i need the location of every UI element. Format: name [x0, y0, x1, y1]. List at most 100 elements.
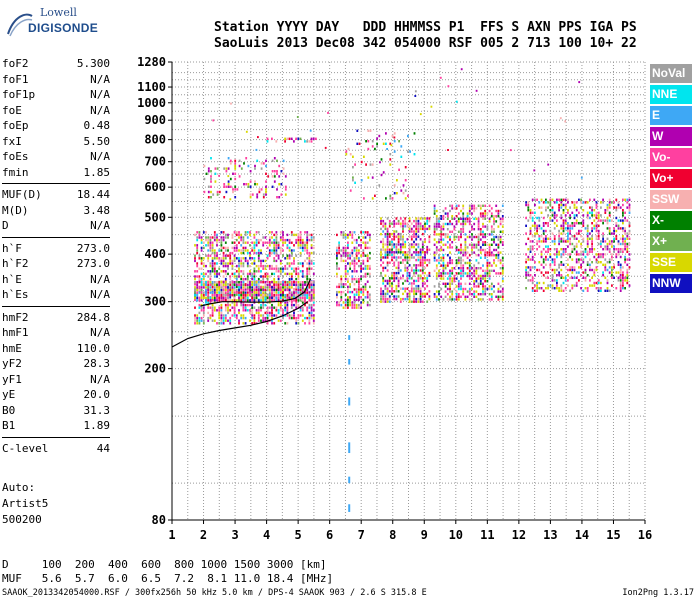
echo-point: [235, 233, 238, 237]
echo-point: [462, 248, 465, 252]
echo-point: [275, 267, 278, 270]
echo-point: [209, 281, 212, 284]
echo-point: [364, 236, 367, 239]
echo-point: [602, 219, 604, 222]
echo-point: [260, 238, 262, 242]
echo-point: [231, 291, 234, 294]
echo-point: [238, 294, 240, 297]
echo-point: [400, 189, 403, 192]
echo-point: [556, 287, 558, 290]
echo-point: [277, 244, 280, 247]
param-value: N/A: [90, 88, 110, 101]
echo-point: [619, 242, 622, 246]
x-tick-label: 1: [168, 528, 175, 542]
echo-point: [385, 132, 387, 135]
echo-point: [209, 288, 212, 292]
echo-point: [194, 244, 196, 247]
echo-point: [626, 276, 629, 279]
echo-point: [249, 288, 251, 292]
echo-point: [264, 267, 267, 270]
echo-point: [220, 259, 223, 263]
echo-point: [211, 299, 214, 302]
echo-point: [408, 217, 411, 220]
echo-point: [424, 238, 426, 241]
echo-point: [615, 209, 618, 212]
echo-point: [216, 167, 219, 170]
echo-point: [293, 283, 295, 286]
echo-point: [224, 241, 227, 244]
echo-point: [238, 164, 241, 168]
echo-point: [569, 276, 571, 279]
echo-point: [553, 222, 556, 225]
echo-point: [611, 219, 613, 222]
echo-point: [391, 292, 393, 296]
echo-point: [214, 167, 217, 170]
echo-point: [527, 266, 530, 269]
echo-point: [578, 222, 580, 225]
param-row: yF1 N/A: [2, 372, 110, 388]
echo-point: [438, 272, 440, 275]
echo-point: [408, 219, 411, 223]
echo-point: [275, 283, 278, 286]
echo-point: [591, 276, 593, 279]
echo-point: [213, 288, 216, 292]
echo-point: [404, 251, 407, 254]
echo-point: [464, 248, 467, 252]
echo-point: [595, 203, 598, 207]
echo-point: [451, 282, 454, 285]
echo-point: [251, 272, 254, 276]
echo-point: [293, 316, 295, 320]
echo-point: [597, 219, 600, 222]
echo-point: [245, 130, 248, 133]
echo-point: [244, 322, 247, 325]
echo-point: [362, 241, 365, 244]
echo-point: [597, 211, 600, 214]
legend-item-w: W: [650, 127, 692, 146]
echo-point: [597, 242, 600, 246]
echo-point: [255, 270, 258, 273]
echo-point: [293, 281, 295, 284]
echo-point: [344, 275, 347, 278]
echo-point: [355, 288, 358, 291]
echo-point: [482, 293, 484, 296]
echo-point: [211, 246, 214, 250]
echo-point: [497, 282, 500, 285]
echo-point: [251, 322, 254, 325]
echo-point: [349, 189, 352, 192]
echo-point: [597, 235, 600, 238]
echo-point: [224, 272, 227, 276]
echo-point: [613, 227, 615, 230]
echo-point: [220, 294, 223, 297]
echo-point: [424, 277, 426, 280]
echo-point: [538, 227, 541, 230]
echo-point: [271, 236, 273, 239]
echo-point: [584, 248, 587, 251]
echo-point: [299, 137, 302, 140]
echo-point: [347, 296, 349, 299]
echo-point: [604, 289, 607, 292]
echo-point: [571, 201, 574, 204]
echo-point: [457, 248, 460, 252]
echo-point: [295, 299, 298, 302]
echo-point: [438, 254, 440, 257]
echo-point: [286, 262, 289, 265]
echo-point: [484, 235, 487, 239]
echo-point: [308, 296, 311, 299]
echo-point: [194, 286, 196, 289]
echo-point: [497, 238, 500, 241]
echo-point: [275, 288, 278, 292]
echo-point: [421, 225, 424, 228]
echo-point: [619, 250, 622, 253]
echo-point: [220, 296, 223, 299]
echo-point: [608, 261, 611, 264]
echo-point: [251, 286, 254, 289]
echo-point: [271, 264, 273, 268]
echo-point: [495, 215, 498, 218]
echo-point: [262, 288, 265, 292]
echo-point: [600, 255, 602, 259]
echo-point: [265, 164, 267, 168]
echo-point: [391, 277, 393, 280]
echo-point: [362, 267, 365, 270]
echo-point: [497, 254, 500, 257]
echo-point: [251, 294, 254, 297]
